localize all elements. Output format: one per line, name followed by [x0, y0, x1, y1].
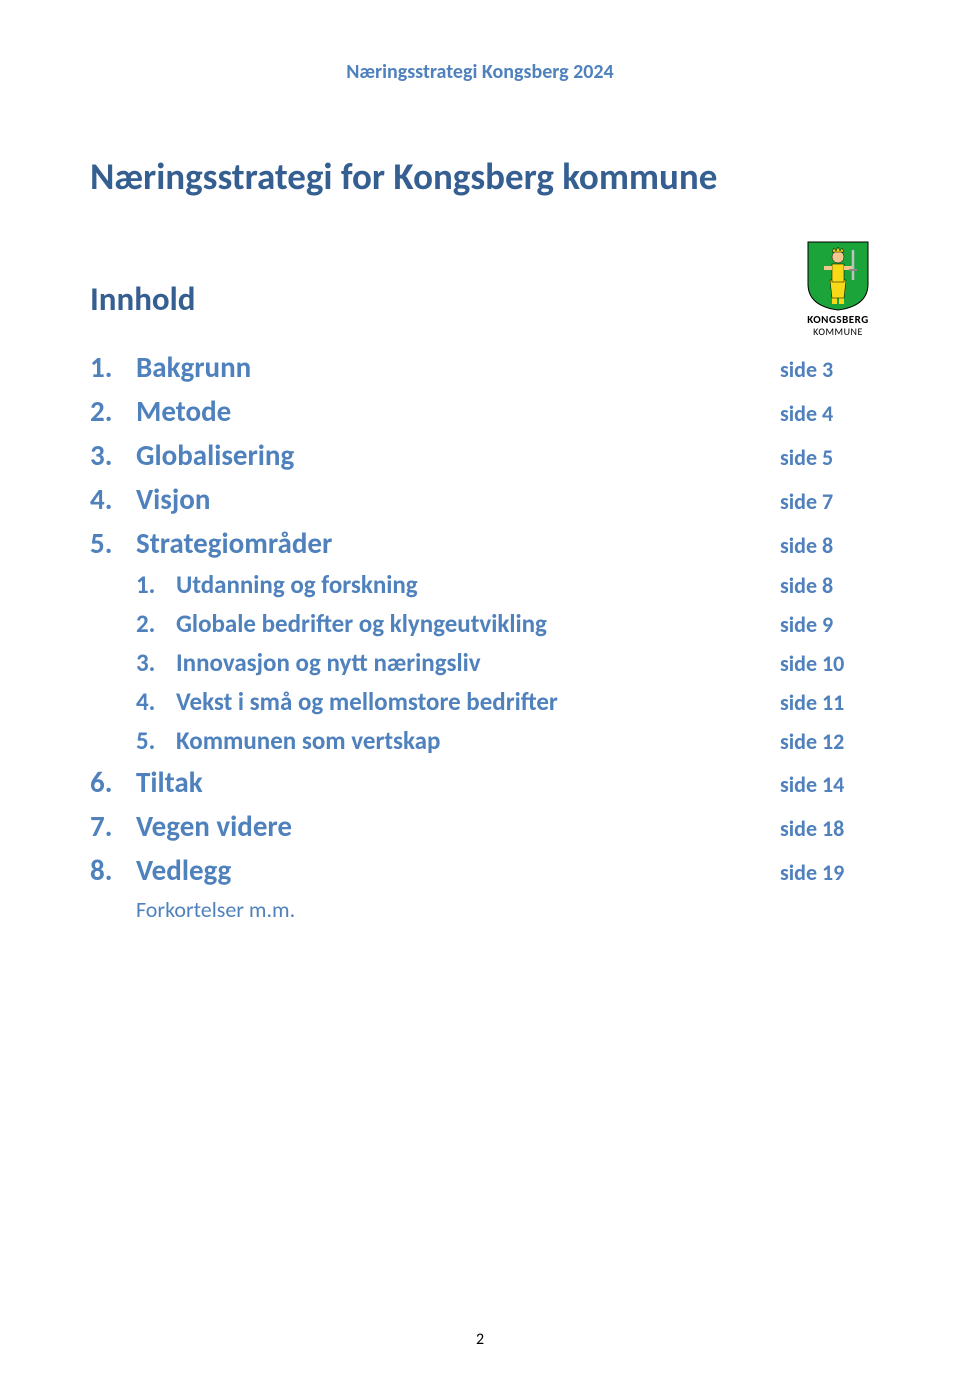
- logo-text-line2: KOMMUNE: [806, 326, 870, 337]
- toc-label: Vegen videre: [136, 808, 780, 844]
- toc-subentry: 4. Vekst i små og mellomstore bedrifter …: [136, 686, 870, 717]
- toc-page: side 8: [780, 532, 870, 559]
- toc-subentry: 5. Kommunen som vertskap side 12: [136, 725, 870, 756]
- toc-page: side 3: [780, 356, 870, 383]
- toc-page: side 12: [780, 728, 870, 755]
- toc-page: side 5: [780, 444, 870, 471]
- document-page: Næringsstrategi Kongsberg 2024 Næringsst…: [0, 0, 960, 1389]
- toc-label: Globale bedrifter og klyngeutvikling: [176, 608, 780, 639]
- toc-number: 8.: [90, 852, 136, 888]
- toc-entry: 3. Globalisering side 5: [90, 437, 870, 473]
- toc-page: side 11: [780, 689, 870, 716]
- toc-subentry: 2. Globale bedrifter og klyngeutvikling …: [136, 608, 870, 639]
- toc-number: 5.: [136, 725, 176, 756]
- toc-page: side 18: [780, 815, 870, 842]
- toc-label: Kommunen som vertskap: [176, 725, 780, 756]
- toc-footnote-text: Forkortelser m.m.: [136, 896, 295, 923]
- toc-number: 6.: [90, 764, 136, 800]
- toc-page: side 8: [780, 572, 870, 599]
- toc-entry: 4. Visjon side 7: [90, 481, 870, 517]
- toc-label: Visjon: [136, 481, 780, 517]
- toc-page: side 9: [780, 611, 870, 638]
- toc-label: Vedlegg: [136, 852, 780, 888]
- toc-entry: 2. Metode side 4: [90, 393, 870, 429]
- toc-page: side 10: [780, 650, 870, 677]
- toc-page: side 14: [780, 771, 870, 798]
- toc-label: Tiltak: [136, 764, 780, 800]
- shield-icon: [806, 240, 870, 312]
- toc-entry: 6. Tiltak side 14: [90, 764, 870, 800]
- page-header: Næringsstrategi Kongsberg 2024: [90, 60, 870, 84]
- toc-page: side 19: [780, 859, 870, 886]
- toc-footnote: Forkortelser m.m.: [136, 896, 870, 923]
- municipality-logo: KONGSBERG KOMMUNE: [806, 240, 870, 337]
- toc-entry: 5. Strategiområder side 8: [90, 525, 870, 561]
- toc-label: Utdanning og forskning: [176, 569, 780, 600]
- toc-number: 2.: [90, 393, 136, 429]
- toc-number: 7.: [90, 808, 136, 844]
- toc-subentry: 3. Innovasjon og nytt næringsliv side 10: [136, 647, 870, 678]
- toc-label: Metode: [136, 393, 780, 429]
- toc-number: 2.: [136, 608, 176, 639]
- toc-label: Strategiområder: [136, 525, 780, 561]
- toc-heading: Innhold: [90, 279, 870, 319]
- toc-number: 5.: [90, 525, 136, 561]
- toc-label: Bakgrunn: [136, 349, 780, 385]
- toc-subentry: 1. Utdanning og forskning side 8: [136, 569, 870, 600]
- toc-label: Globalisering: [136, 437, 780, 473]
- toc-number: 4.: [90, 481, 136, 517]
- toc-page: side 7: [780, 488, 870, 515]
- toc-number: 3.: [136, 647, 176, 678]
- toc-entry: 8. Vedlegg side 19: [90, 852, 870, 888]
- toc-entry: 1. Bakgrunn side 3: [90, 349, 870, 385]
- page-title: Næringsstrategi for Kongsberg kommune: [90, 154, 870, 199]
- toc-label: Vekst i små og mellomstore bedrifter: [176, 686, 780, 717]
- page-number: 2: [0, 1330, 960, 1349]
- toc-number: 1.: [90, 349, 136, 385]
- table-of-contents: 1. Bakgrunn side 3 2. Metode side 4 3. G…: [90, 349, 870, 923]
- toc-entry: 7. Vegen videre side 18: [90, 808, 870, 844]
- toc-number: 3.: [90, 437, 136, 473]
- toc-number: 4.: [136, 686, 176, 717]
- toc-number: 1.: [136, 569, 176, 600]
- toc-page: side 4: [780, 400, 870, 427]
- toc-label: Innovasjon og nytt næringsliv: [176, 647, 780, 678]
